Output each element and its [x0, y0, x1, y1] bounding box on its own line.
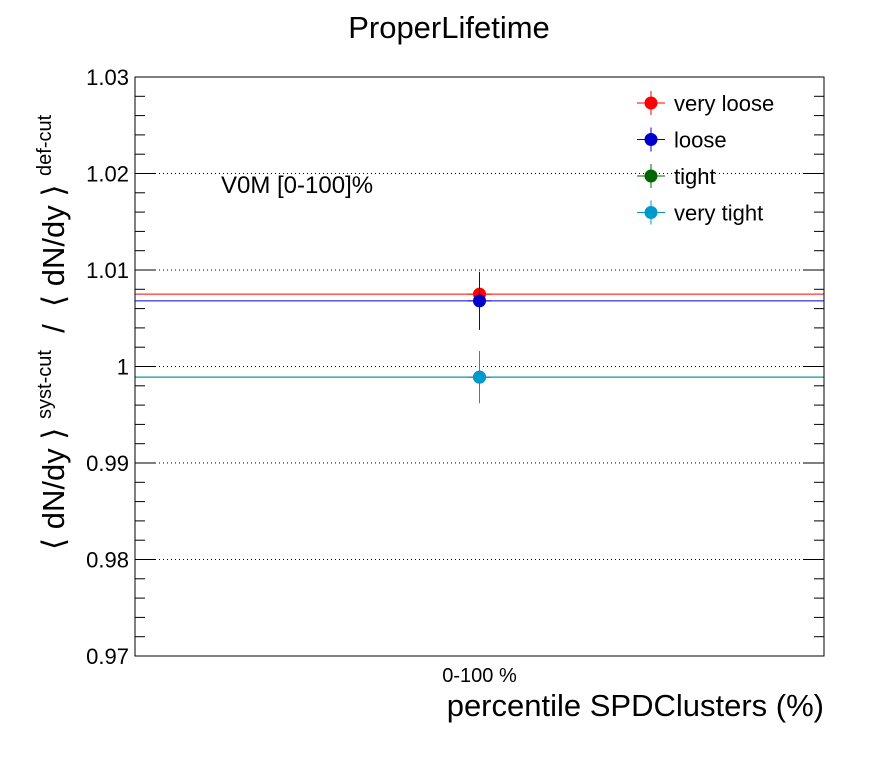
- chart-title: ProperLifetime: [348, 10, 550, 45]
- data-point: [473, 370, 486, 384]
- legend-marker: [644, 206, 658, 219]
- y-tick-label: 0.99: [86, 451, 129, 476]
- legend-marker: [644, 133, 658, 146]
- x-axis-label: percentile SPDClusters (%): [447, 688, 824, 723]
- y-label-part2: ⟨ dN/dy ⟩: [36, 185, 71, 307]
- y-tick-label: 1.03: [86, 65, 129, 90]
- legend-label: very loose: [674, 91, 774, 116]
- y-label-part1: ⟨ dN/dy ⟩: [36, 428, 71, 550]
- legend-marker: [644, 96, 658, 110]
- y-axis-label: ⟨ dN/dy ⟩ syst-cut / ⟨ dN/dy ⟩ def-cut: [23, 114, 71, 550]
- x-tick-label: 0-100 %: [442, 665, 517, 687]
- legend-label: loose: [674, 128, 727, 153]
- legend: very loose loose tight very tight: [637, 91, 774, 226]
- y-label-sep: /: [36, 316, 71, 342]
- y-tick-label: 1.02: [86, 162, 129, 187]
- y-axis-ticks: [135, 76, 824, 657]
- y-tick-label: 1.01: [86, 258, 129, 283]
- data-points: [467, 271, 492, 404]
- y-label-sup2: def-cut: [34, 114, 56, 176]
- legend-label: tight: [674, 164, 716, 189]
- legend-label: very tight: [674, 201, 763, 226]
- x-axis-tick-labels: 0-100 %: [442, 665, 517, 687]
- data-point: [473, 294, 486, 308]
- y-axis-tick-labels: 0.97 0.98 0.99 1 1.01 1.02 1.03: [86, 65, 129, 669]
- legend-marker: [644, 169, 658, 183]
- y-tick-label: 1: [117, 355, 129, 380]
- annotation-text: V0M [0-100]%: [221, 172, 373, 199]
- y-tick-label: 0.97: [86, 644, 129, 669]
- y-label-sup1: syst-cut: [34, 350, 56, 419]
- y-tick-label: 0.98: [86, 548, 129, 573]
